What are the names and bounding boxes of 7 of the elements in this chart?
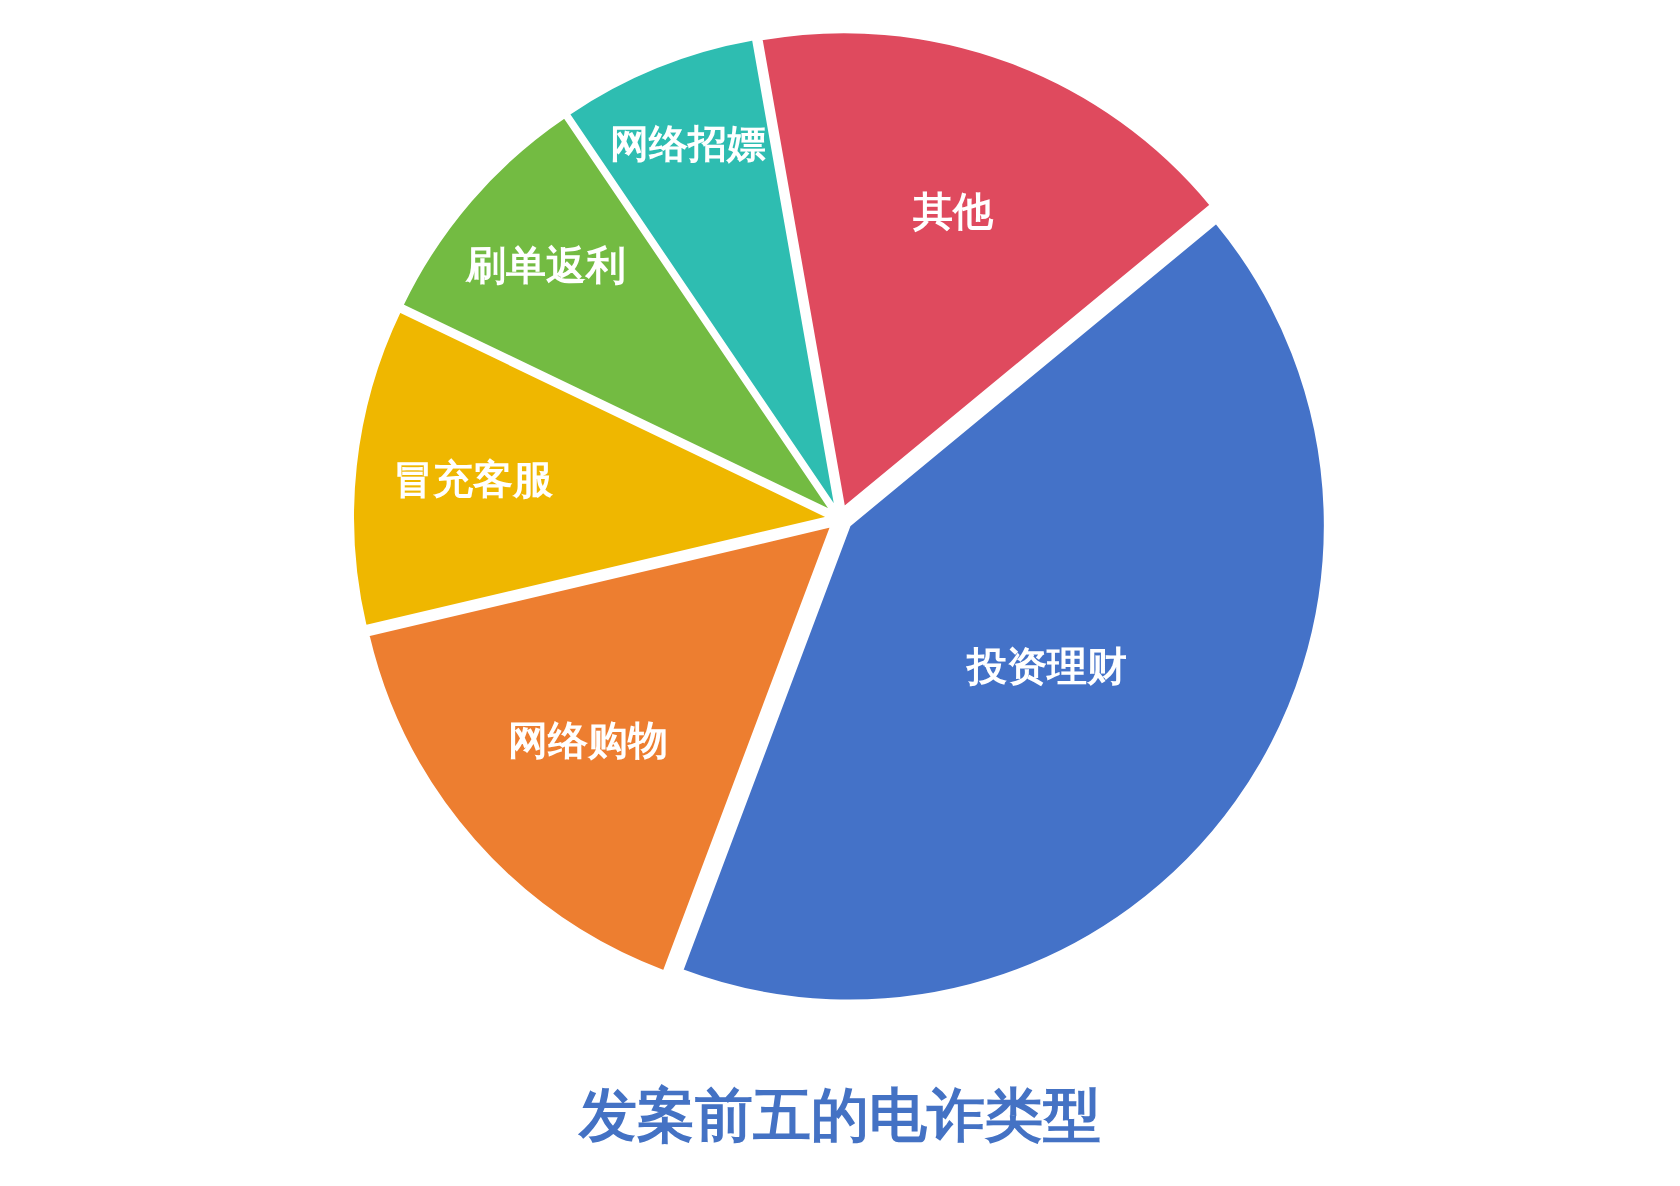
text: 发案前五的电诈类型 [577,1081,1101,1150]
slice-label: 网络招嫖 [609,120,766,167]
slice-label: 冒充客服 [393,455,555,502]
slice-label: 投资理财 [965,642,1128,689]
slice-label: 网络购物 [508,716,669,763]
slice-label: 其他 [912,187,995,234]
slice-label: 刷单返利 [465,241,627,288]
